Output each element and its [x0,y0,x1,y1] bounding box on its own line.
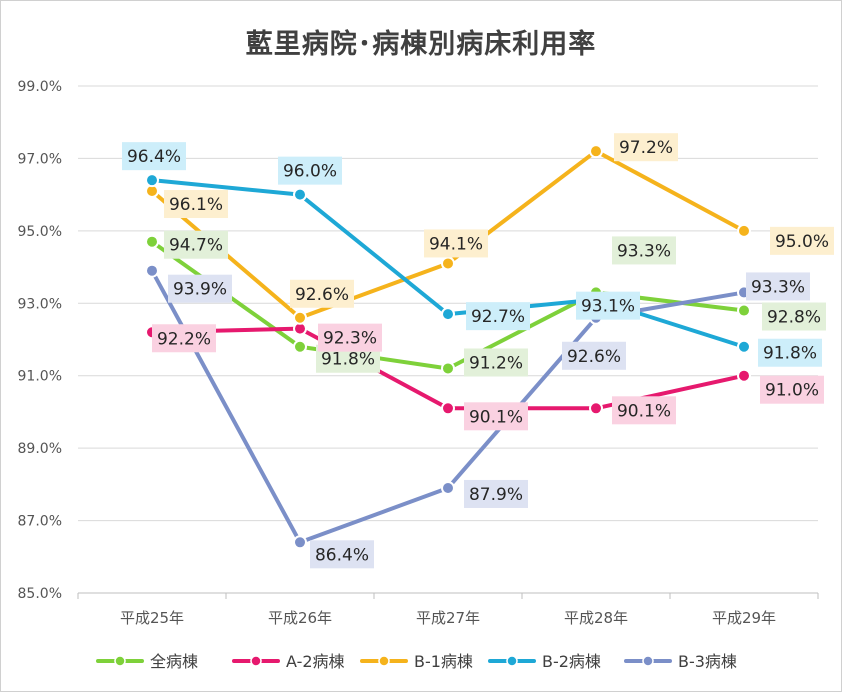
data-label-bg [152,324,216,353]
y-tick-label: 89.0% [18,441,62,457]
data-label: 96.4% [127,147,181,167]
data-label-bg [466,302,530,331]
y-axis: 85.0% 87.0% 89.0% 91.0% 93.0% 95.0% 97.0% 99.0% [18,79,62,602]
data-label: 92.2% [157,329,211,349]
data-label: 90.1% [617,401,671,421]
y-tick-label: 95.0% [18,224,62,240]
data-label-bg [290,279,354,308]
data-label: 95.0% [775,232,829,252]
data-point [441,401,455,416]
legend: 全病棟 A-2病棟 B-1病棟 B-2病棟 B-3病棟 [96,652,737,671]
data-label-bg [562,341,626,370]
data-label: 93.3% [617,241,671,261]
legend-marker [378,655,390,667]
data-label: 92.6% [295,285,349,305]
data-point [441,256,455,271]
series-points [145,144,751,550]
data-point [293,535,307,550]
data-label-bg [310,540,374,569]
data-label: 91.8% [321,350,375,370]
data-label-bg [278,156,342,185]
data-point [441,480,455,495]
data-label: 92.3% [323,329,377,349]
data-point [145,173,159,188]
data-point [589,144,603,159]
data-label: 87.9% [469,485,523,505]
legend-label: 全病棟 [150,652,198,671]
data-label: 92.7% [471,307,525,327]
data-label-bg [464,479,528,508]
data-point [737,339,751,354]
y-tick-label: 99.0% [18,79,62,95]
y-tick-label: 85.0% [18,586,62,602]
data-label-bg [762,302,826,331]
data-label: 96.0% [283,162,337,182]
legend-marker [642,655,654,667]
x-tick-label: 平成29年 [712,609,776,627]
data-label-bg [318,323,382,352]
data-label-bg [746,272,810,301]
data-point [145,234,159,249]
data-label: 91.2% [469,353,523,373]
data-point [737,223,751,238]
legend-marker [250,655,262,667]
data-label: 92.6% [567,347,621,367]
legend-label: B-3病棟 [678,652,737,671]
data-label-bg [464,348,528,377]
x-tick-label: 平成27年 [416,609,480,627]
data-label: 92.8% [767,308,821,328]
x-tick-label: 平成28年 [564,609,628,627]
x-tick-label: 平成25年 [120,609,184,627]
data-label: 94.1% [429,234,483,254]
data-point [441,307,455,322]
data-label-bg [164,190,228,219]
data-label-bg [424,229,488,258]
x-tick-label: 平成26年 [268,609,332,627]
data-label-bg [612,236,676,265]
data-label-bg [576,291,640,320]
data-label-bg [760,375,824,404]
data-label: 91.8% [763,344,817,364]
data-point [737,303,751,318]
data-label: 90.1% [469,407,523,427]
data-label: 86.4% [315,545,369,565]
chart-title: 藍里病院･病棟別病床利用率 [245,29,597,60]
legend-marker [114,655,126,667]
legend-label: B-1病棟 [414,652,473,671]
data-label: 91.0% [765,381,819,401]
data-label-bg [164,230,228,259]
data-label-bg [758,338,822,367]
data-label: 94.7% [169,236,223,256]
legend-label: A-2病棟 [286,652,345,671]
y-tick-label: 93.0% [18,296,62,312]
data-point [589,401,603,416]
data-label-bg [168,274,232,303]
data-labels: 94.7% 91.8% 91.2% 93.3% 92.8% 92.2% 92.3% 90.1%… [122,133,834,569]
y-tick-label: 91.0% [18,369,62,385]
y-tick-label: 97.0% [18,151,62,167]
data-label-bg [770,226,834,255]
data-label: 97.2% [619,138,673,158]
legend-label: B-2病棟 [542,652,601,671]
data-label-bg [122,142,186,171]
data-point [145,263,159,278]
data-point [293,339,307,354]
data-point [441,361,455,376]
data-label: 93.1% [581,297,635,317]
x-axis: 平成25年 平成26年 平成27年 平成28年 平成29年 [77,592,819,627]
data-point [737,368,751,383]
data-label-bg [612,396,676,425]
data-point [293,310,307,325]
y-tick-label: 87.0% [18,514,62,530]
data-label-bg [464,402,528,431]
data-label: 93.3% [751,277,805,297]
data-label-bg [614,133,678,162]
data-point [293,187,307,202]
legend-marker [506,655,518,667]
data-label: 96.1% [169,195,223,215]
data-label: 93.9% [173,280,227,300]
